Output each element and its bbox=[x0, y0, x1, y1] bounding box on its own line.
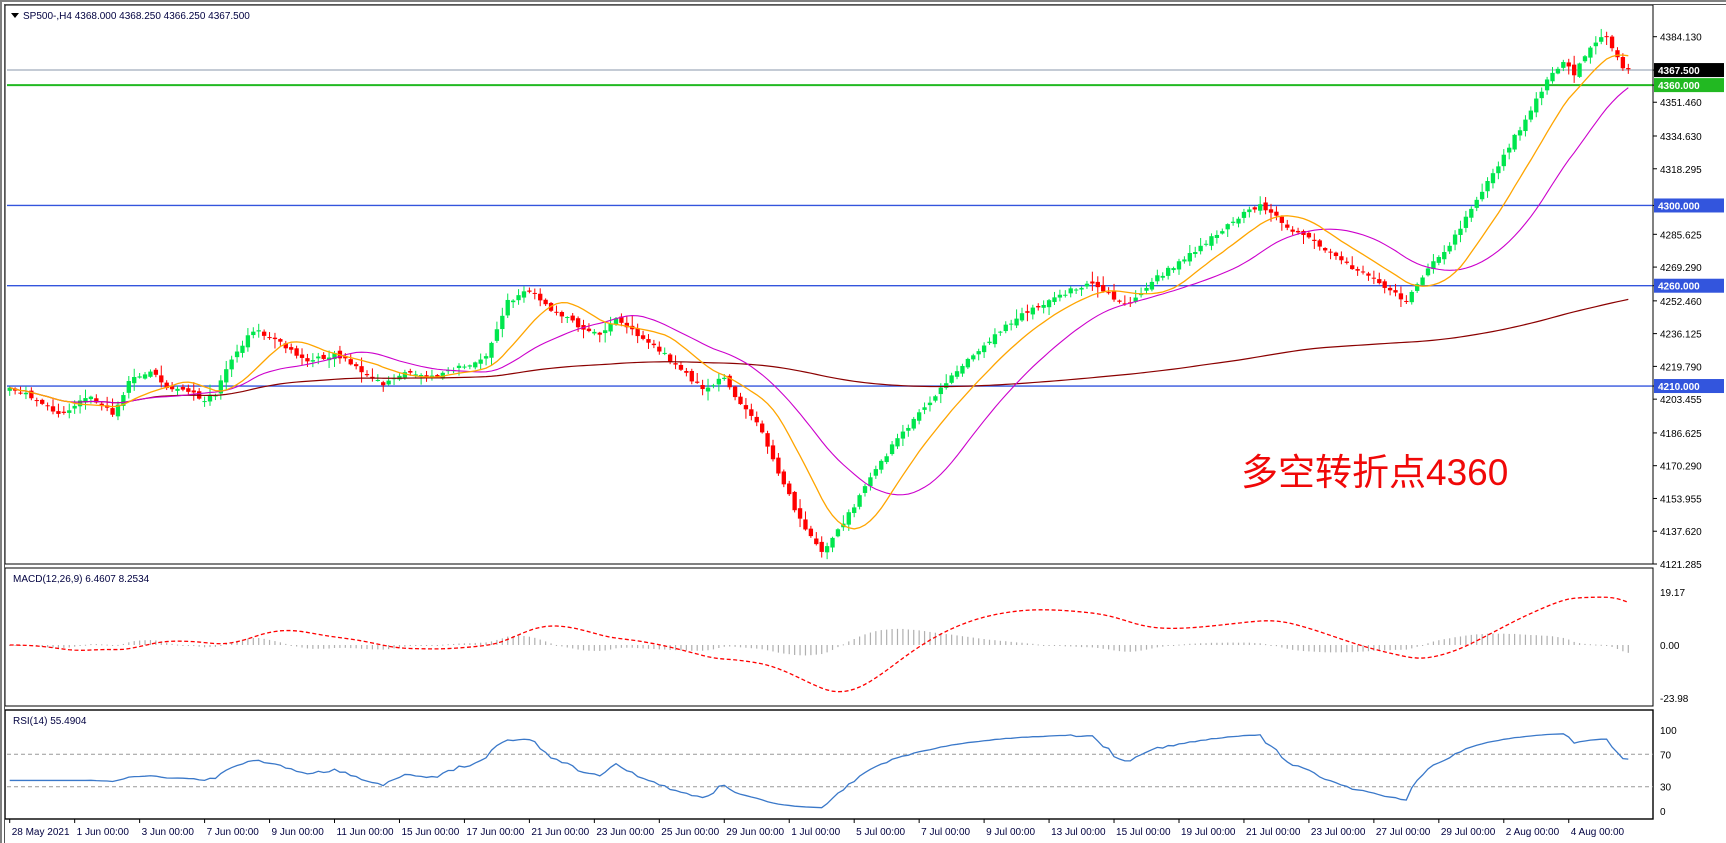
svg-text:4285.625: 4285.625 bbox=[1660, 230, 1702, 241]
svg-text:21 Jun 00:00: 21 Jun 00:00 bbox=[531, 827, 589, 838]
svg-text:28 May 2021: 28 May 2021 bbox=[12, 827, 70, 838]
svg-text:25 Jun 00:00: 25 Jun 00:00 bbox=[661, 827, 719, 838]
svg-text:4318.295: 4318.295 bbox=[1660, 165, 1702, 176]
svg-text:4269.290: 4269.290 bbox=[1660, 263, 1702, 274]
svg-text:4170.290: 4170.290 bbox=[1660, 462, 1702, 473]
svg-text:15 Jun 00:00: 15 Jun 00:00 bbox=[401, 827, 459, 838]
svg-text:0: 0 bbox=[1660, 807, 1666, 818]
svg-text:4334.630: 4334.630 bbox=[1660, 132, 1702, 143]
svg-text:SP500-,H4 4368.000 4368.250 4: SP500-,H4 4368.000 4368.250 4366.250 436… bbox=[23, 11, 250, 22]
svg-text:4210.000: 4210.000 bbox=[1658, 382, 1700, 393]
svg-text:9 Jun 00:00: 9 Jun 00:00 bbox=[272, 827, 325, 838]
svg-text:29 Jun 00:00: 29 Jun 00:00 bbox=[726, 827, 784, 838]
svg-text:3 Jun 00:00: 3 Jun 00:00 bbox=[142, 827, 195, 838]
svg-text:27 Jul 00:00: 27 Jul 00:00 bbox=[1376, 827, 1431, 838]
svg-text:RSI(14) 55.4904: RSI(14) 55.4904 bbox=[13, 716, 87, 727]
svg-text:5 Jul 00:00: 5 Jul 00:00 bbox=[856, 827, 905, 838]
svg-text:70: 70 bbox=[1660, 750, 1672, 761]
svg-text:100: 100 bbox=[1660, 726, 1677, 737]
svg-text:11 Jun 00:00: 11 Jun 00:00 bbox=[337, 827, 395, 838]
svg-text:7 Jul 00:00: 7 Jul 00:00 bbox=[921, 827, 970, 838]
svg-text:4186.625: 4186.625 bbox=[1660, 429, 1702, 440]
svg-text:21 Jul 00:00: 21 Jul 00:00 bbox=[1246, 827, 1301, 838]
svg-text:23 Jun 00:00: 23 Jun 00:00 bbox=[596, 827, 654, 838]
svg-text:9 Jul 00:00: 9 Jul 00:00 bbox=[986, 827, 1035, 838]
svg-text:15 Jul 00:00: 15 Jul 00:00 bbox=[1116, 827, 1171, 838]
svg-text:0.00: 0.00 bbox=[1660, 641, 1680, 652]
svg-text:-23.98: -23.98 bbox=[1660, 694, 1689, 705]
svg-text:4121.285: 4121.285 bbox=[1660, 560, 1702, 571]
svg-text:23 Jul 00:00: 23 Jul 00:00 bbox=[1311, 827, 1366, 838]
svg-text:4260.000: 4260.000 bbox=[1658, 282, 1700, 293]
svg-text:4351.460: 4351.460 bbox=[1660, 98, 1702, 109]
svg-text:4252.460: 4252.460 bbox=[1660, 297, 1702, 308]
svg-text:17 Jun 00:00: 17 Jun 00:00 bbox=[466, 827, 524, 838]
svg-text:4236.125: 4236.125 bbox=[1660, 330, 1702, 341]
svg-text:2 Aug 00:00: 2 Aug 00:00 bbox=[1506, 827, 1560, 838]
svg-text:30: 30 bbox=[1660, 783, 1672, 794]
svg-text:13 Jul 00:00: 13 Jul 00:00 bbox=[1051, 827, 1106, 838]
svg-text:4300.000: 4300.000 bbox=[1658, 201, 1700, 212]
svg-text:多空转折点4360: 多空转折点4360 bbox=[1241, 452, 1508, 493]
svg-text:19 Jul 00:00: 19 Jul 00:00 bbox=[1181, 827, 1236, 838]
svg-text:4367.500: 4367.500 bbox=[1658, 66, 1700, 77]
svg-text:4137.620: 4137.620 bbox=[1660, 527, 1702, 538]
svg-text:4203.455: 4203.455 bbox=[1660, 395, 1702, 406]
svg-text:4 Aug 00:00: 4 Aug 00:00 bbox=[1571, 827, 1625, 838]
svg-text:7 Jun 00:00: 7 Jun 00:00 bbox=[207, 827, 260, 838]
svg-text:4360.000: 4360.000 bbox=[1658, 81, 1700, 92]
svg-text:1 Jun 00:00: 1 Jun 00:00 bbox=[77, 827, 130, 838]
svg-text:29 Jul 00:00: 29 Jul 00:00 bbox=[1441, 827, 1496, 838]
svg-text:4219.790: 4219.790 bbox=[1660, 362, 1702, 373]
svg-text:4384.130: 4384.130 bbox=[1660, 33, 1702, 44]
svg-text:MACD(12,26,9) 6.4607 8.2534: MACD(12,26,9) 6.4607 8.2534 bbox=[13, 574, 150, 585]
svg-text:1 Jul 00:00: 1 Jul 00:00 bbox=[791, 827, 840, 838]
svg-text:4153.955: 4153.955 bbox=[1660, 494, 1702, 505]
svg-text:19.17: 19.17 bbox=[1660, 588, 1685, 599]
